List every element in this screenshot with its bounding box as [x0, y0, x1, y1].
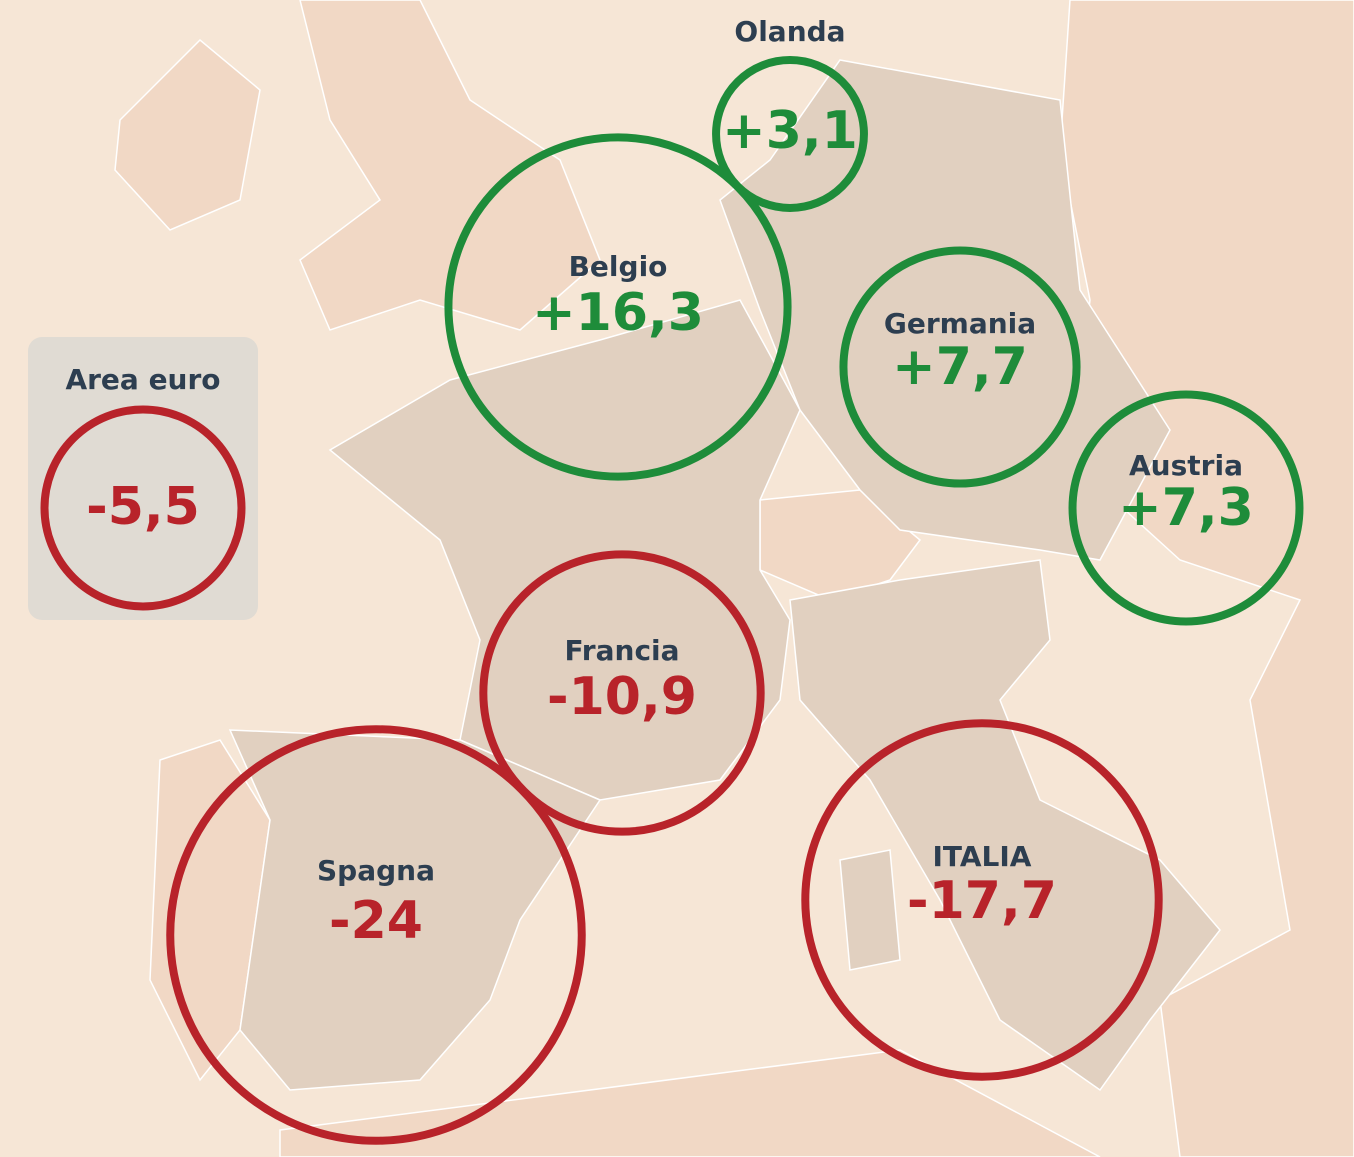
- region-name: Area euro: [65, 363, 220, 396]
- east: [1059, 0, 1354, 1157]
- value-circle: [712, 56, 868, 212]
- value-circle: [166, 725, 586, 1145]
- value-circle: [839, 246, 1081, 488]
- euro-area-box: [28, 337, 258, 620]
- region-name: Spagna: [317, 854, 435, 887]
- africa: [279, 1049, 1101, 1157]
- region-value: -17,7: [907, 871, 1057, 931]
- sardinia: [839, 849, 901, 971]
- value-circle: [444, 133, 792, 481]
- spain: [228, 729, 602, 1091]
- land: [114, 0, 1354, 1157]
- region-value: -10,9: [547, 667, 697, 727]
- region-name: Francia: [564, 634, 679, 667]
- region-name: Austria: [1129, 449, 1243, 482]
- region-name: Olanda: [734, 15, 845, 48]
- region-value: -5,5: [86, 477, 200, 537]
- region-value: +7,7: [892, 337, 1028, 397]
- region-value: +3,1: [722, 101, 858, 161]
- region-name: Belgio: [569, 250, 668, 283]
- region-name: ITALIA: [933, 840, 1032, 873]
- italy: [789, 559, 1221, 1092]
- region-value: -24: [329, 891, 423, 951]
- value-circle: [1068, 390, 1304, 626]
- value-circle: [40, 405, 246, 611]
- france: [328, 299, 801, 801]
- region-value: +7,3: [1118, 478, 1254, 538]
- ireland: [114, 38, 261, 231]
- britain: [299, 0, 601, 331]
- region-name: Germania: [884, 307, 1036, 340]
- value-circle: [479, 550, 765, 836]
- region-value: +16,3: [532, 283, 704, 343]
- value-circle: [801, 719, 1163, 1081]
